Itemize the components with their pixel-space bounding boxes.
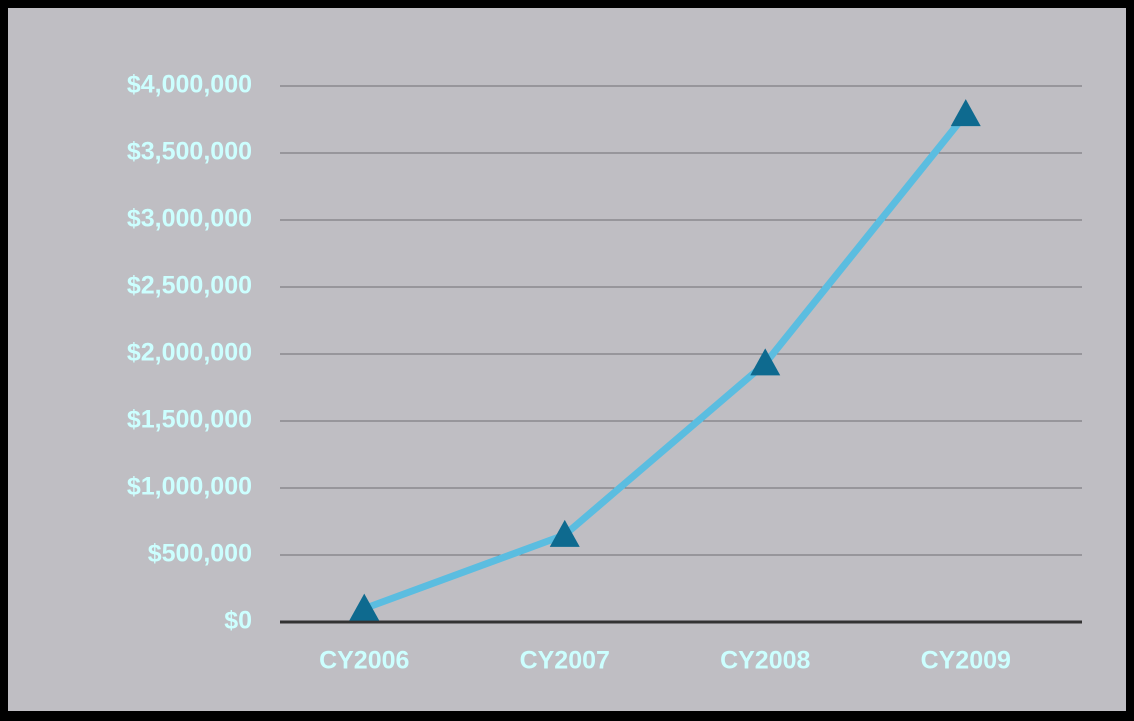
chart-background (8, 8, 1126, 711)
y-tick-label: $2,000,000 (127, 339, 252, 367)
y-tick-label: $4,000,000 (127, 71, 252, 99)
x-tick-label: CY2009 (921, 647, 1011, 675)
marker (349, 593, 380, 621)
marker (750, 348, 781, 376)
y-tick-label: $3,500,000 (127, 138, 252, 166)
marker (950, 99, 981, 127)
y-tick-label: $1,500,000 (127, 406, 252, 434)
y-tick-label: $0 (224, 607, 252, 635)
line (363, 111, 969, 612)
x-tick-label: CY2008 (720, 647, 810, 675)
x-tick-label: CY2006 (319, 647, 409, 675)
marker (549, 519, 580, 547)
y-tick-label: $1,000,000 (127, 473, 252, 501)
y-tick-label: $500,000 (148, 540, 252, 568)
x-tick-label: CY2007 (520, 647, 610, 675)
y-tick-label: $3,000,000 (127, 205, 252, 233)
y-tick-label: $2,500,000 (127, 272, 252, 300)
